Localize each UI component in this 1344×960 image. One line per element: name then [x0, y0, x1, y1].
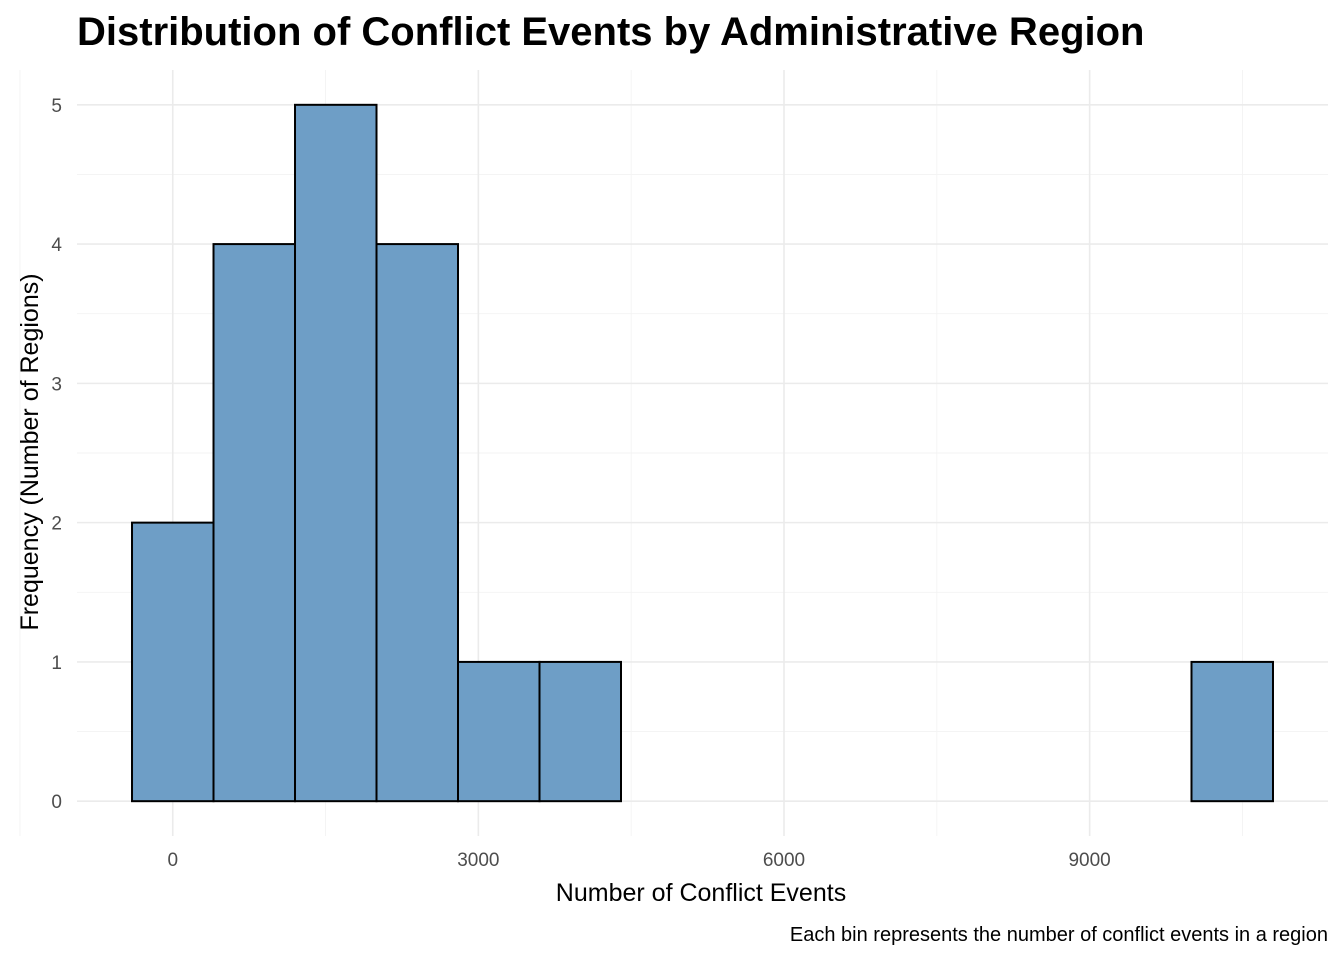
x-tick-label: 6000 — [763, 850, 805, 871]
histogram-bar — [375, 243, 460, 803]
histogram-bar — [294, 103, 378, 803]
y-axis-title: Frequency (Number of Regions) — [16, 273, 44, 630]
chart-caption: Each bin represents the number of confli… — [790, 924, 1328, 946]
histogram-bar — [457, 660, 541, 803]
histogram-bars — [131, 103, 1274, 803]
x-tick-label: 0 — [167, 850, 178, 871]
x-tick-label: 3000 — [457, 850, 499, 871]
histogram-bar — [1190, 660, 1274, 803]
histogram-bar — [131, 521, 215, 803]
y-tick-label: 0 — [51, 792, 62, 813]
histogram-bar — [212, 243, 297, 803]
y-axis-tick-labels: 0 1 2 3 4 5 — [51, 96, 62, 813]
y-tick-label: 3 — [51, 374, 62, 395]
chart-title: Distribution of Conflict Events by Admin… — [77, 10, 1144, 54]
y-tick-label: 5 — [51, 96, 62, 117]
y-tick-label: 4 — [51, 235, 62, 256]
histogram-bar — [538, 660, 623, 803]
y-tick-label: 1 — [51, 653, 62, 674]
x-tick-label: 9000 — [1068, 850, 1110, 871]
y-tick-label: 2 — [51, 514, 62, 535]
x-axis-title: Number of Conflict Events — [556, 879, 846, 907]
plot-area: 0 1 2 3 4 5 0 3000 6000 9000 — [19, 70, 1328, 871]
x-axis-tick-labels: 0 3000 6000 9000 — [167, 850, 1110, 871]
